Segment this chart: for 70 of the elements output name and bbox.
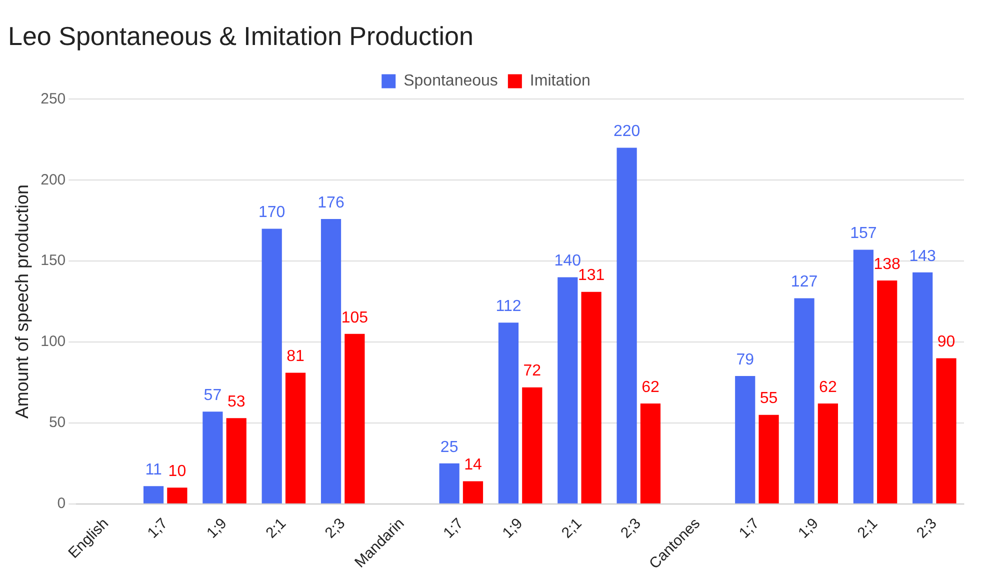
data-label: 220 (613, 123, 640, 140)
bar (735, 376, 756, 504)
bar (912, 272, 933, 504)
bar (262, 228, 282, 504)
legend-label: Spontaneous (404, 72, 498, 90)
bar (498, 322, 519, 504)
data-label: 131 (578, 267, 605, 284)
y-tick-label: 100 (40, 333, 66, 350)
data-label: 157 (850, 225, 877, 242)
bar (143, 486, 164, 504)
bar (522, 387, 542, 504)
x-tick-label: 2;3 (322, 514, 349, 542)
data-label: 72 (523, 362, 542, 380)
x-tick-label: 1;7 (144, 514, 172, 542)
bar (616, 148, 637, 504)
data-label: 112 (496, 298, 522, 315)
bar (167, 488, 188, 504)
x-tick-label: 1;9 (795, 514, 822, 542)
bar (877, 280, 898, 504)
bar (202, 412, 223, 504)
data-label: 62 (819, 378, 837, 396)
data-label: 79 (736, 351, 754, 368)
x-tick-label: 2;3 (618, 514, 644, 542)
data-label: 55 (760, 390, 778, 408)
data-label: 25 (440, 438, 458, 456)
data-label: 10 (168, 463, 186, 480)
data-label: 53 (227, 393, 246, 410)
bar (439, 463, 460, 504)
data-label: 176 (318, 194, 344, 212)
x-tick-label: 2;1 (558, 514, 586, 542)
data-label: 11 (145, 461, 162, 478)
y-tick-label: 150 (40, 252, 66, 270)
bar (285, 372, 306, 504)
x-tick-label: 1;9 (204, 514, 230, 542)
bar (344, 334, 365, 504)
legend-label: Imitation (530, 72, 590, 90)
data-label: 127 (790, 274, 818, 291)
x-tick-label: 1;7 (736, 514, 763, 542)
bar (640, 404, 661, 504)
bar (853, 250, 874, 504)
bar (320, 218, 342, 504)
data-label: 90 (937, 334, 956, 351)
bar (462, 481, 484, 504)
data-label: 140 (554, 252, 582, 270)
x-tick-label: 2;3 (913, 514, 940, 542)
y-axis-title: Amount of speech production (12, 184, 32, 419)
data-label: 170 (258, 204, 286, 222)
bar (581, 292, 602, 504)
bar (226, 418, 246, 504)
y-tick-label: 0 (57, 495, 66, 512)
data-label: 143 (909, 248, 936, 265)
data-label: 62 (642, 378, 660, 396)
y-tick-label: 200 (40, 171, 66, 188)
x-tick-label: 2;1 (854, 514, 882, 542)
data-label: 57 (204, 387, 222, 404)
y-tick-label: 50 (48, 414, 66, 432)
data-label: 105 (341, 309, 368, 326)
data-label: 14 (464, 456, 482, 474)
bar (936, 358, 956, 504)
chart-title: Leo Spontaneous & Imitation Production (8, 20, 474, 51)
x-tick-label: 1;7 (440, 514, 467, 542)
x-tick-label: 1;9 (499, 514, 526, 542)
bar (558, 277, 578, 504)
bar (758, 414, 779, 504)
bar (794, 298, 814, 504)
bar (818, 404, 838, 504)
data-label: 81 (286, 348, 305, 366)
data-label: 138 (874, 256, 901, 273)
y-tick-label: 250 (40, 90, 66, 108)
x-tick-label: 2;1 (262, 514, 290, 542)
